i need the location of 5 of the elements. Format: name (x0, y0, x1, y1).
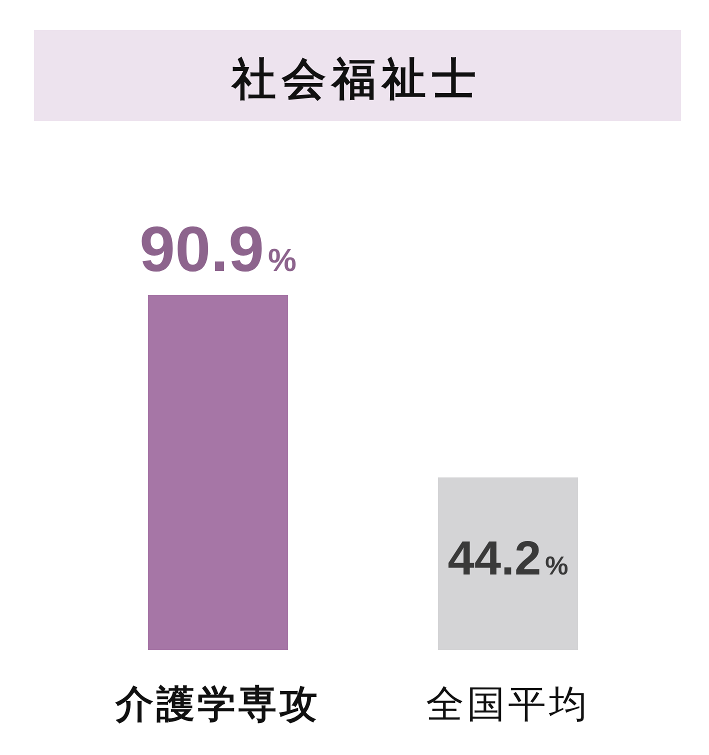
x-tick-label: 全国平均 (426, 684, 590, 726)
chart-title: 社会福祉士 (230, 55, 482, 104)
data-label: 44.2% (448, 532, 568, 586)
x-tick-label: 介護学専攻 (114, 684, 320, 726)
data-label: 90.9% (139, 213, 297, 285)
